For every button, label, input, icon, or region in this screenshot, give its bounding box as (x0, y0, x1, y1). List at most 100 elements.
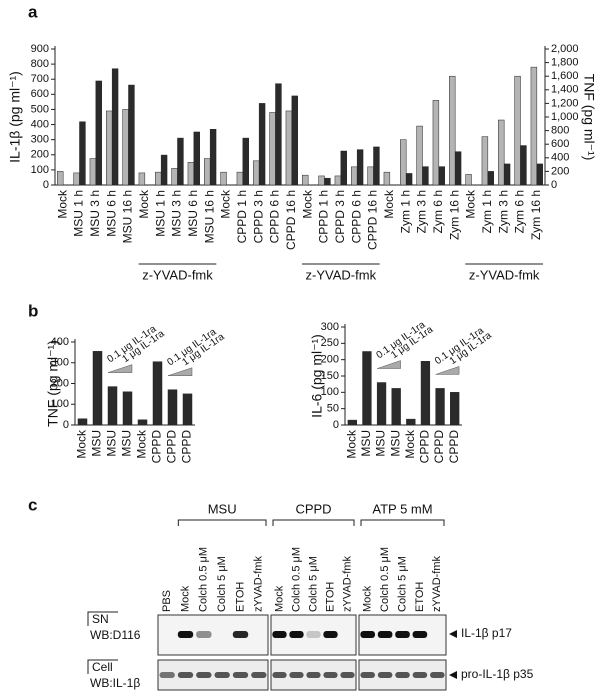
band (429, 672, 445, 678)
bar (209, 128, 217, 186)
x-tick-label: MSU (90, 430, 104, 457)
bar (106, 110, 113, 186)
y2-tick-label: 400 (551, 152, 569, 164)
y-tick-label: 300 (51, 357, 69, 369)
bar (253, 160, 260, 186)
band (360, 631, 376, 638)
bar (367, 166, 374, 186)
bar (89, 158, 97, 186)
bar (422, 166, 429, 186)
x-tick-label: CPPD (165, 430, 179, 464)
bar (275, 83, 282, 186)
x-tick-label: CPPD 1 h (235, 190, 249, 243)
y-tick-label: 100 (51, 398, 69, 410)
bar (138, 172, 146, 186)
x-tick-label: Mock (137, 189, 151, 219)
x-tick-label: CPPD 6 h (349, 190, 363, 243)
y-tick-label: 200 (51, 377, 69, 389)
bar (220, 171, 227, 186)
bar (128, 84, 135, 186)
bar (362, 351, 372, 426)
bar (318, 175, 325, 186)
dose-wedge (377, 360, 401, 369)
bar (435, 388, 445, 426)
y-tick-label: 0 (63, 419, 69, 431)
bar (481, 136, 489, 186)
x-tick-label: Zym 3 h (496, 190, 510, 233)
x-tick-label: Mock (403, 429, 417, 459)
bar (285, 110, 293, 186)
y-tick-label: 600 (31, 88, 49, 100)
bar (152, 361, 163, 426)
dose-wedge (435, 366, 460, 375)
x-tick-label: Mock (382, 189, 396, 219)
x-tick-label: Mock (135, 429, 149, 459)
x-tick-label: Mock (300, 189, 314, 219)
row-section: SN (92, 612, 109, 626)
lane-label: ETOH (324, 582, 336, 612)
bar (487, 171, 494, 186)
lane-label: ETOH (234, 582, 246, 612)
band (177, 672, 194, 678)
x-tick-label: Mock (219, 189, 233, 219)
bar (400, 139, 407, 186)
lane-label: Colch 0.5 μM (198, 547, 210, 612)
x-tick-label: CPPD (447, 430, 461, 464)
y2-tick-label: 1,600 (551, 70, 579, 82)
y2-tick-label: 1,800 (551, 57, 579, 69)
bar (530, 66, 538, 186)
x-tick-label: Zym 1 h (398, 190, 412, 233)
lane-label: Mock (362, 585, 374, 612)
bar (454, 151, 462, 186)
y2-tick-label: 600 (551, 138, 569, 150)
group-bracket (360, 519, 445, 526)
group-label: z-YVAD-fmk (469, 267, 540, 282)
lane-label: Mock (179, 585, 191, 612)
bar (122, 391, 133, 426)
x-tick-label: CPPD 3 h (333, 190, 347, 243)
x-tick-label: MSU 6 h (186, 190, 200, 237)
bar (449, 75, 456, 186)
panel-label: a (28, 2, 38, 21)
bar (536, 163, 543, 186)
panel-label: b (28, 301, 38, 320)
group-label: z-YVAD-fmk (142, 267, 213, 282)
bar (503, 163, 511, 186)
bar (405, 173, 413, 186)
lane-label: ETOH (414, 582, 426, 612)
band-arrow (449, 630, 457, 638)
bar (324, 177, 331, 186)
bar (302, 174, 309, 186)
x-tick-label: CPPD (150, 430, 164, 464)
x-tick-label: MSU (359, 430, 373, 457)
band (360, 672, 376, 678)
x-tick-label: MSU 6 h (104, 190, 118, 237)
bar (438, 166, 445, 186)
bar (450, 392, 460, 426)
band (395, 672, 410, 678)
y-tick-label: 200 (31, 149, 49, 161)
bar (73, 172, 80, 186)
band-arrow (449, 671, 457, 679)
row-antibody: WB:D116 (90, 628, 141, 642)
group-label: CPPD (295, 501, 331, 516)
bar (167, 389, 178, 426)
y-tick-label: 0 (43, 179, 49, 191)
x-tick-label: Zym 6 h (513, 190, 527, 233)
bar (391, 388, 401, 426)
bar (171, 168, 178, 186)
x-tick-label: Zym 16 h (447, 190, 461, 240)
x-tick-label: MSU 16 h (202, 190, 216, 243)
bar (420, 361, 431, 426)
bar (373, 146, 380, 186)
bar (122, 109, 129, 186)
bar (465, 174, 472, 186)
group-label: MSU (208, 501, 237, 516)
x-tick-label: CPPD 1 h (317, 190, 331, 243)
dose-wedge (107, 364, 133, 373)
y2-tick-label: 1,200 (551, 97, 579, 109)
x-tick-label: MSU (120, 430, 134, 457)
group-bracket (177, 519, 267, 526)
blot-frame (157, 614, 269, 656)
lane-label: zYVAD-fmk (431, 555, 443, 612)
